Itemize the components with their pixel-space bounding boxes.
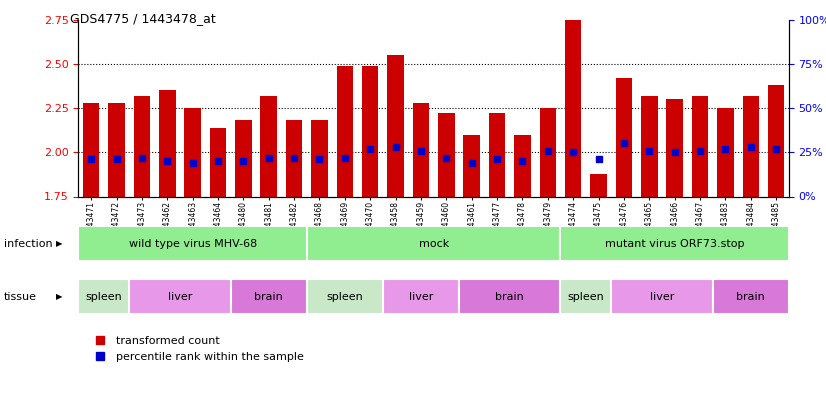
Text: brain: brain: [737, 292, 765, 302]
Bar: [78, 226, 306, 261]
Text: GDS4775 / 1443478_at: GDS4775 / 1443478_at: [70, 12, 216, 25]
Bar: [311, 120, 328, 196]
Bar: [159, 90, 175, 196]
Bar: [413, 103, 430, 196]
Bar: [717, 108, 733, 196]
Bar: [743, 96, 759, 196]
Bar: [489, 113, 506, 196]
Text: liver: liver: [168, 292, 192, 302]
Bar: [230, 279, 306, 314]
Bar: [337, 66, 353, 196]
Bar: [362, 66, 378, 196]
Bar: [235, 120, 252, 196]
Bar: [515, 134, 530, 196]
Bar: [561, 279, 611, 314]
Text: brain: brain: [254, 292, 283, 302]
Bar: [539, 108, 556, 196]
Bar: [306, 279, 383, 314]
Bar: [565, 20, 582, 196]
Text: ▶: ▶: [56, 292, 63, 301]
Text: mock: mock: [419, 239, 449, 249]
Bar: [108, 103, 125, 196]
Text: spleen: spleen: [85, 292, 122, 302]
Text: liver: liver: [650, 292, 674, 302]
Bar: [134, 96, 150, 196]
Text: liver: liver: [409, 292, 433, 302]
Bar: [306, 226, 561, 261]
Bar: [78, 279, 129, 314]
Bar: [83, 103, 99, 196]
Text: infection: infection: [4, 239, 53, 249]
Bar: [692, 96, 708, 196]
Legend: transformed count, percentile rank within the sample: transformed count, percentile rank withi…: [84, 332, 309, 366]
Bar: [615, 78, 632, 196]
Bar: [768, 85, 785, 196]
Bar: [459, 279, 561, 314]
Bar: [438, 113, 454, 196]
Bar: [260, 96, 277, 196]
Bar: [210, 127, 226, 196]
Text: tissue: tissue: [4, 292, 37, 302]
Text: spleen: spleen: [326, 292, 363, 302]
Bar: [463, 134, 480, 196]
Bar: [641, 96, 657, 196]
Bar: [383, 279, 459, 314]
Bar: [184, 108, 201, 196]
Text: wild type virus MHV-68: wild type virus MHV-68: [129, 239, 257, 249]
Bar: [286, 120, 302, 196]
Bar: [561, 226, 789, 261]
Text: ▶: ▶: [56, 239, 63, 248]
Text: mutant virus ORF73.stop: mutant virus ORF73.stop: [605, 239, 744, 249]
Bar: [713, 279, 789, 314]
Text: brain: brain: [496, 292, 525, 302]
Bar: [667, 99, 683, 196]
Bar: [387, 55, 404, 196]
Text: spleen: spleen: [567, 292, 605, 302]
Bar: [129, 279, 230, 314]
Bar: [611, 279, 713, 314]
Bar: [591, 174, 607, 196]
